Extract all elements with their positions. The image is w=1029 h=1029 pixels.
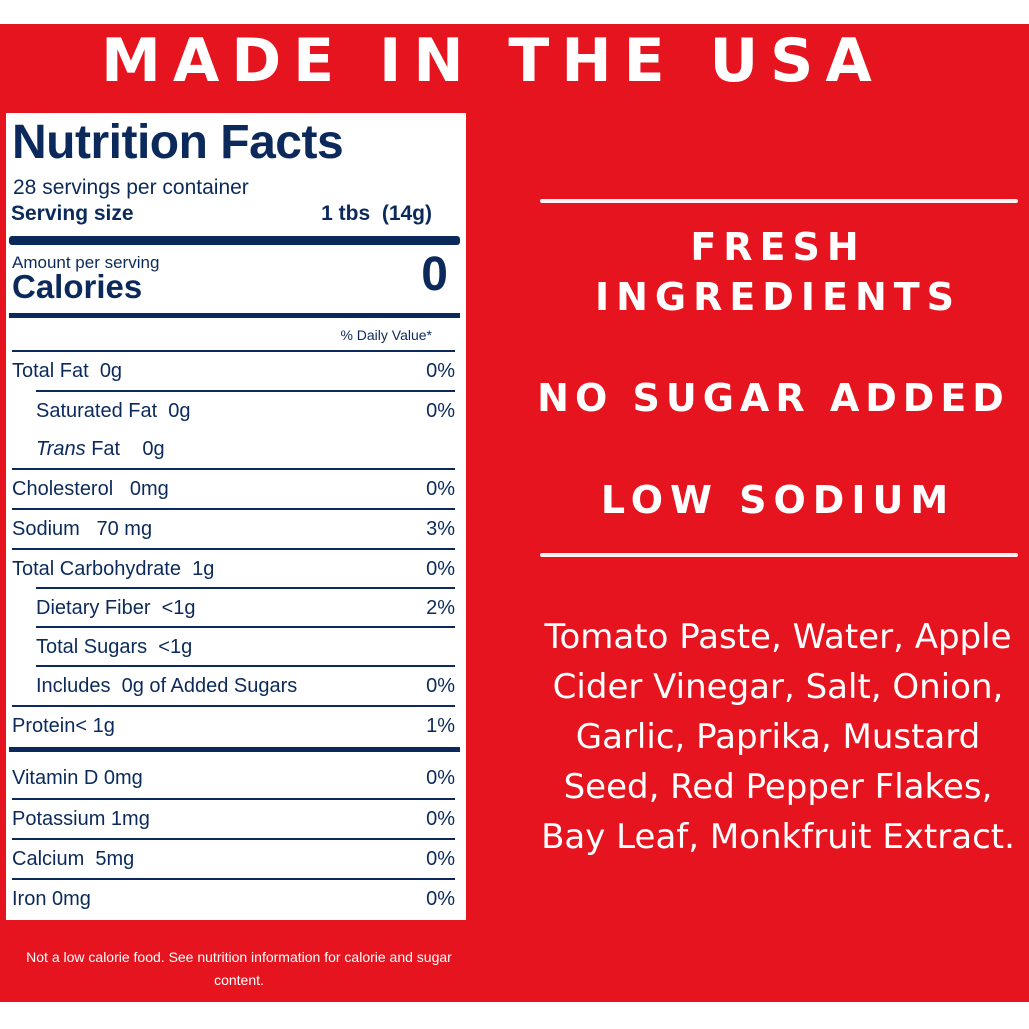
nutrient-name: Vitamin D 0mg bbox=[12, 767, 143, 789]
nutrient-row-vitamin-d: Vitamin D 0mg 0% bbox=[12, 759, 455, 798]
nutrient-dv: 2% bbox=[426, 597, 455, 619]
nutrient-name: Sodium 70 mg bbox=[12, 518, 153, 540]
servings-per-container: 28 servings per container bbox=[13, 176, 249, 199]
nutrient-name: Protein< 1g bbox=[12, 715, 115, 737]
claim-fresh-ingredients: FRESH INGREDIENTS bbox=[528, 222, 1028, 322]
nutrient-row-potassium: Potassium 1mg 0% bbox=[12, 798, 455, 839]
nutrient-row-total-fat: Total Fat 0g 0% bbox=[12, 350, 455, 391]
nutrient-dv: 0% bbox=[426, 848, 455, 870]
claim-no-sugar-added: NO SUGAR ADDED bbox=[537, 376, 1010, 420]
daily-value-header: % Daily Value* bbox=[340, 327, 432, 343]
nutrient-row-total-sugars: Total Sugars <1g bbox=[36, 626, 455, 667]
nutrient-dv: 0% bbox=[426, 888, 455, 910]
divider-stroke bbox=[540, 199, 1018, 203]
amount-per-serving: Amount per serving bbox=[12, 253, 160, 272]
nutrient-row-cholesterol: Cholesterol 0mg 0% bbox=[12, 468, 455, 509]
nutrient-name: Dietary Fiber <1g bbox=[36, 597, 196, 619]
nutrient-name: Total Fat 0g bbox=[12, 360, 123, 382]
nutrient-row-calcium: Calcium 5mg 0% bbox=[12, 838, 455, 879]
label-footnote: Not a low calorie food. See nutrition in… bbox=[26, 949, 452, 988]
nutrient-row-sodium: Sodium 70 mg 3% bbox=[12, 508, 455, 549]
nutrient-name: Potassium 1mg bbox=[12, 808, 150, 830]
nutrient-name: Saturated Fat 0g bbox=[36, 400, 191, 422]
nutrient-dv: 1% bbox=[426, 715, 455, 737]
serving-size-value: 1 tbs (14g) bbox=[321, 202, 432, 225]
claim-line: INGREDIENTS bbox=[594, 275, 962, 319]
nutrient-name: Fat 0g bbox=[85, 438, 165, 460]
nutrition-facts-title: Nutrition Facts bbox=[12, 116, 344, 169]
thick-divider bbox=[9, 747, 460, 752]
nutrient-name: Calcium 5mg bbox=[12, 848, 135, 870]
nutrient-dv: 0% bbox=[426, 360, 455, 382]
nutrient-dv: 0% bbox=[426, 808, 455, 830]
claim-line: FRESH bbox=[690, 225, 866, 269]
ingredients-list: Tomato Paste, Water, Apple Cider Vinegar… bbox=[541, 617, 1015, 857]
nutrient-dv: 0% bbox=[426, 558, 455, 580]
nutrition-facts-label: Nutrition Facts 28 servings per containe… bbox=[6, 113, 466, 920]
nutrient-dv: 0% bbox=[426, 478, 455, 500]
thick-divider bbox=[9, 236, 460, 245]
divider-stroke bbox=[540, 553, 1018, 557]
nutrient-row-saturated-fat: Saturated Fat 0g 0% bbox=[36, 390, 455, 431]
serving-size-label: Serving size bbox=[11, 202, 134, 225]
nutrient-dv: 0% bbox=[426, 675, 455, 697]
medium-divider bbox=[9, 313, 460, 318]
nutrient-name: Total Carbohydrate 1g bbox=[12, 558, 215, 580]
nutrient-dv: 3% bbox=[426, 518, 455, 540]
nutrient-name: Cholesterol 0mg bbox=[12, 478, 169, 500]
nutrient-name-italic: Trans bbox=[36, 438, 86, 460]
made-in-usa-headline: MADE IN THE USA bbox=[101, 26, 884, 96]
calories-value: 0 bbox=[421, 248, 448, 301]
nutrient-dv: 0% bbox=[426, 767, 455, 789]
claim-low-sodium: LOW SODIUM bbox=[600, 478, 956, 522]
nutrient-name: Includes 0g of Added Sugars bbox=[36, 675, 298, 697]
nutrient-row-dietary-fiber: Dietary Fiber <1g 2% bbox=[36, 587, 455, 628]
nutrient-row-protein: Protein< 1g 1% bbox=[12, 705, 455, 746]
nutrient-name: Iron 0mg bbox=[12, 888, 91, 910]
nutrient-name: Total Sugars <1g bbox=[36, 636, 193, 658]
nutrient-row-total-carbohydrate: Total Carbohydrate 1g 0% bbox=[12, 548, 455, 589]
calories-label: Calories bbox=[12, 268, 143, 305]
nutrient-row-trans-fat: Trans Fat 0g bbox=[36, 430, 455, 469]
nutrient-row-added-sugars: Includes 0g of Added Sugars 0% bbox=[36, 665, 455, 706]
nutrient-dv: 0% bbox=[426, 400, 455, 422]
nutrient-row-iron: Iron 0mg 0% bbox=[12, 878, 455, 919]
